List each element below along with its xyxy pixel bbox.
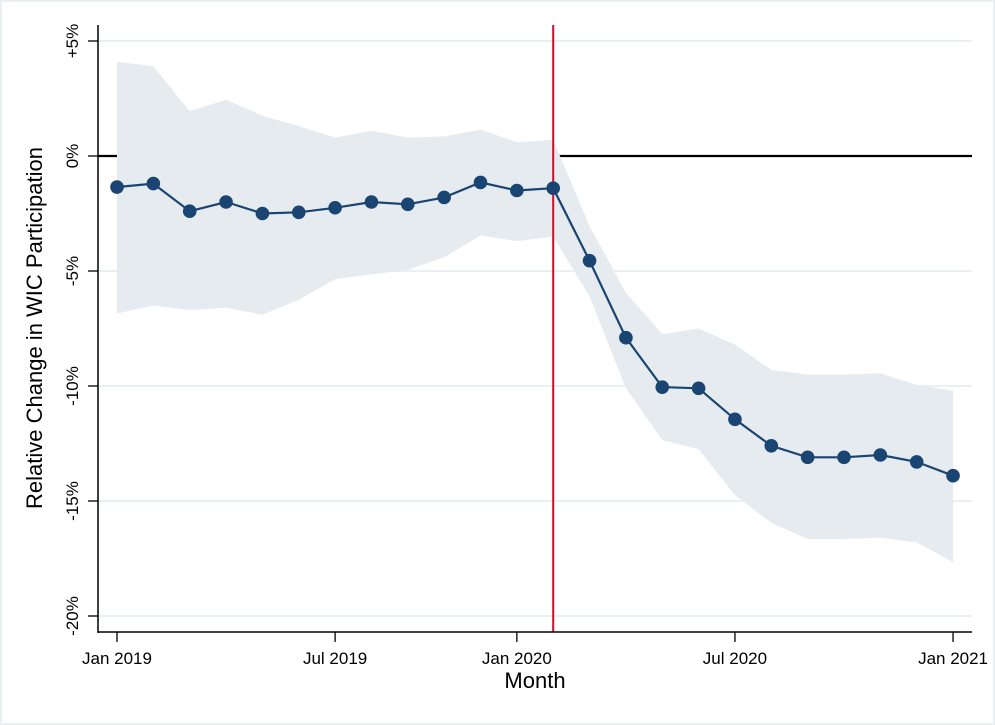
y-tick-label: -5% — [63, 256, 82, 286]
tick-labels: +5% 0% -5% -10% -15% -20%Jan 2019 Jul 2019 Jan … — [63, 24, 988, 668]
x-tick-label: Jan 2019 — [82, 649, 152, 668]
y-tick-label: -10% — [63, 366, 82, 406]
x-axis-title: Month — [504, 668, 565, 693]
data-point — [728, 412, 742, 427]
data-point — [764, 439, 779, 453]
y-tick-label: +5% — [63, 24, 82, 59]
y-axis-title: Relative Change in WIC Participation — [22, 147, 47, 509]
confidence-band — [117, 61, 954, 562]
y-tick-label: 0% — [63, 144, 82, 169]
data-point — [655, 380, 670, 394]
data-point — [110, 180, 124, 194]
data-point — [510, 183, 524, 198]
data-point — [546, 181, 560, 195]
confidence-band-group — [117, 61, 954, 562]
estimate-series-group — [110, 175, 960, 483]
data-point — [473, 175, 488, 190]
data-point — [800, 450, 815, 465]
x-tick-label: Jan 2021 — [918, 649, 988, 668]
data-point — [873, 448, 888, 462]
data-point — [837, 450, 851, 465]
data-point — [328, 200, 342, 215]
x-tick-label: Jul 2020 — [703, 649, 767, 668]
data-point — [437, 190, 451, 205]
data-point — [582, 253, 597, 268]
data-point — [182, 204, 197, 218]
data-point — [691, 381, 706, 396]
data-point — [219, 195, 233, 209]
x-tick-label: Jan 2020 — [482, 649, 552, 668]
y-tick-label: -15% — [63, 481, 82, 521]
data-point — [364, 195, 379, 209]
data-point — [291, 205, 306, 220]
data-point — [146, 176, 161, 191]
data-point — [909, 455, 924, 469]
axes — [88, 25, 972, 642]
data-point — [255, 206, 270, 221]
x-tick-label: Jul 2019 — [303, 649, 367, 668]
data-point — [946, 468, 960, 483]
data-point — [401, 197, 415, 212]
data-point — [619, 330, 633, 345]
y-tick-label: -20% — [63, 596, 82, 636]
